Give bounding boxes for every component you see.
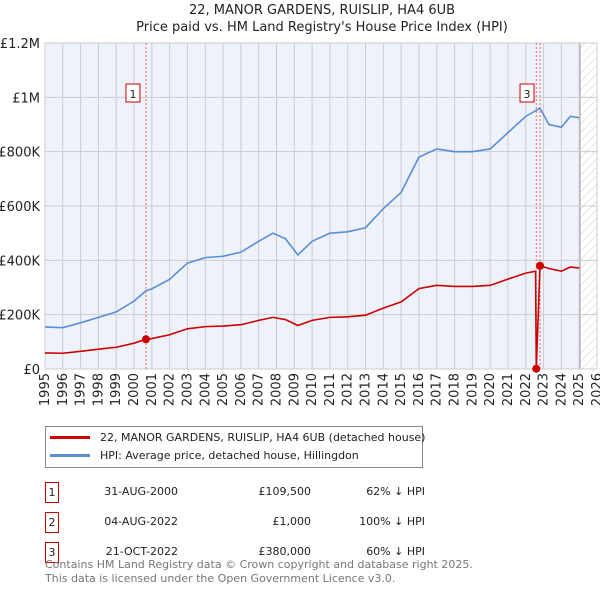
row-price: £380,000 [258, 545, 312, 558]
price-chart: 22, MANOR GARDENS, RUISLIP, HA4 6UB Pric… [0, 3, 600, 406]
x-tick-label: 1999 [109, 373, 124, 406]
x-tick-label: 2015 [394, 373, 409, 406]
x-tick-label: 2007 [252, 373, 267, 406]
x-tick-label: 2014 [376, 373, 391, 406]
x-tick-label: 2018 [448, 373, 463, 406]
legend-property-swatch [50, 436, 90, 439]
footer-line: This data is licensed under the Open Gov… [45, 572, 396, 585]
x-tick-label: 2016 [412, 373, 427, 406]
transaction-row: 1 31-AUG-2000 £109,500 62% ↓ HPI [45, 482, 445, 503]
y-tick-label: £600K [0, 200, 40, 215]
x-tick-label: 2022 [519, 373, 534, 406]
legend: 22, MANOR GARDENS, RUISLIP, HA4 6UB (det… [45, 426, 426, 468]
x-tick-label: 2010 [305, 373, 320, 406]
x-tick-label: 2017 [430, 373, 445, 406]
x-tick-label: 2008 [269, 373, 284, 406]
chart-title: 22, MANOR GARDENS, RUISLIP, HA4 6UB [189, 3, 455, 18]
x-tick-label: 2021 [501, 373, 516, 406]
row-hpi-diff: 100% ↓ HPI [359, 515, 425, 528]
row-price: £1,000 [272, 515, 312, 528]
row-date: 04-AUG-2022 [104, 515, 178, 528]
row-hpi-diff: 62% ↓ HPI [366, 485, 425, 498]
y-tick-label: £800K [0, 146, 40, 161]
x-tick-label: 2004 [198, 373, 213, 406]
y-tick-label: £1.2M [0, 37, 40, 52]
x-tick-label: 1995 [38, 373, 53, 406]
x-tick-label: 2026 [590, 373, 600, 406]
sale-badge-label: 1 [129, 88, 136, 101]
footer-line: Contains HM Land Registry data © Crown c… [45, 558, 473, 571]
row-date: 31-AUG-2000 [104, 485, 178, 498]
sale-point [532, 364, 541, 373]
legend-property-label: 22, MANOR GARDENS, RUISLIP, HA4 6UB (det… [100, 431, 426, 444]
x-tick-label: 2023 [537, 373, 552, 406]
footer: Contains HM Land Registry data © Crown c… [45, 558, 473, 586]
row-hpi-diff: 60% ↓ HPI [366, 545, 425, 558]
x-tick-label: 2024 [554, 373, 569, 406]
transaction-row: 2 04-AUG-2022 £1,000 100% ↓ HPI [45, 512, 445, 533]
x-tick-label: 1997 [74, 373, 89, 406]
y-tick-label: £400K [0, 254, 40, 269]
x-tick-label: 2000 [127, 373, 142, 406]
x-tick-label: 2019 [465, 373, 480, 406]
x-tick-label: 2009 [287, 373, 302, 406]
transaction-row: 3 21-OCT-2022 £380,000 60% ↓ HPI [45, 542, 445, 563]
x-tick-label: 2003 [180, 373, 195, 406]
sale-badge [519, 83, 535, 103]
sale-badge-label: 3 [524, 88, 531, 101]
y-tick-label: £0 [23, 363, 40, 378]
x-tick-label: 2020 [483, 373, 498, 406]
row-badge: 3 [45, 542, 59, 563]
x-tick-label: 2002 [163, 373, 178, 406]
x-tick-label: 2012 [341, 373, 356, 406]
hpi-line [44, 107, 580, 329]
x-tick-label: 2025 [572, 373, 587, 406]
x-tick-label: 1996 [56, 373, 71, 406]
sale-point [141, 335, 150, 344]
y-tick-label: £1M [12, 91, 40, 106]
x-tick-label: 1998 [91, 373, 106, 406]
sale-point [536, 261, 545, 270]
row-date: 21-OCT-2022 [105, 545, 178, 558]
y-tick-label: £200K [0, 309, 40, 324]
x-tick-label: 2011 [323, 373, 338, 406]
legend-hpi-swatch [50, 454, 90, 457]
chart-subtitle: Price paid vs. HM Land Registry's House … [136, 20, 508, 35]
legend-hpi-label: HPI: Average price, detached house, Hill… [100, 449, 359, 462]
x-tick-label: 2006 [234, 373, 249, 406]
x-tick-label: 2013 [359, 373, 374, 406]
x-tick-label: 2005 [216, 373, 231, 406]
sale-badge [125, 83, 141, 103]
x-tick-label: 2001 [145, 373, 160, 406]
row-badge: 2 [45, 512, 59, 533]
row-badge: 1 [45, 482, 59, 503]
row-price: £109,500 [258, 485, 312, 498]
